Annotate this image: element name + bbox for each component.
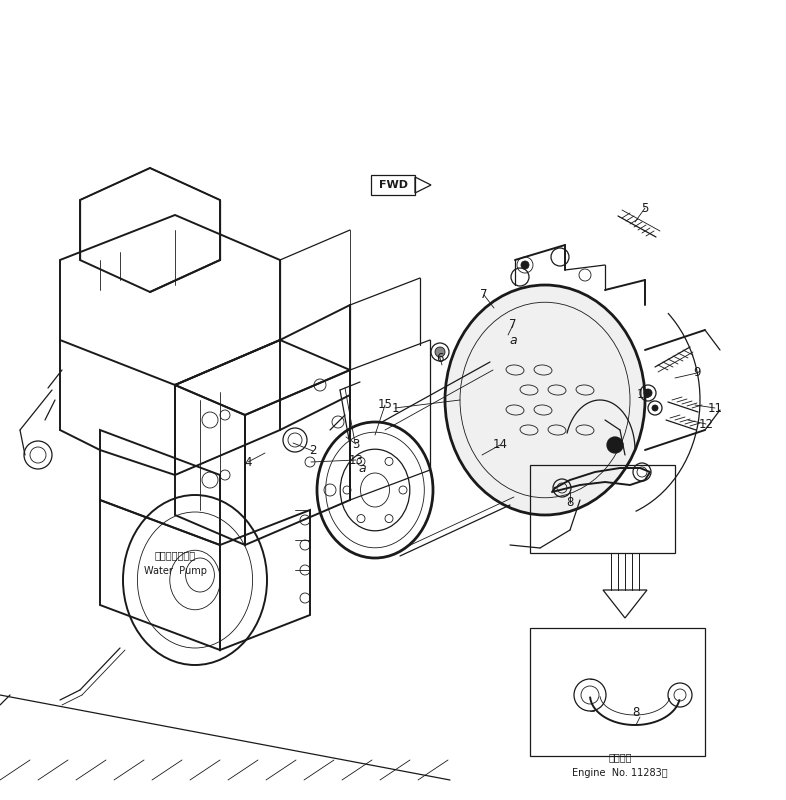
Text: 3: 3 bbox=[352, 438, 360, 450]
Text: 適用号等: 適用号等 bbox=[608, 752, 632, 762]
Ellipse shape bbox=[445, 285, 645, 515]
Bar bbox=[530, 465, 675, 553]
Text: 10: 10 bbox=[637, 387, 652, 401]
Text: a: a bbox=[358, 462, 365, 474]
Text: 5: 5 bbox=[641, 202, 648, 214]
Circle shape bbox=[652, 405, 658, 411]
Bar bbox=[530, 628, 705, 756]
Text: 7: 7 bbox=[480, 289, 488, 302]
Text: 12: 12 bbox=[699, 418, 714, 430]
Polygon shape bbox=[603, 590, 647, 618]
Circle shape bbox=[435, 347, 445, 357]
Text: Water  Pump: Water Pump bbox=[144, 566, 207, 576]
Text: FWD: FWD bbox=[379, 180, 407, 190]
Text: 4: 4 bbox=[244, 455, 252, 469]
Text: 1: 1 bbox=[391, 402, 399, 414]
Text: a: a bbox=[509, 334, 517, 346]
Text: 8: 8 bbox=[566, 497, 574, 510]
Text: 9: 9 bbox=[693, 366, 701, 379]
Text: 13: 13 bbox=[348, 454, 363, 466]
Text: 6: 6 bbox=[436, 351, 444, 365]
Text: 14: 14 bbox=[493, 438, 508, 451]
Text: 8: 8 bbox=[632, 706, 640, 719]
Text: 15: 15 bbox=[377, 398, 392, 411]
Text: ウォータポンプ: ウォータポンプ bbox=[154, 550, 196, 560]
Circle shape bbox=[521, 261, 529, 269]
Text: 11: 11 bbox=[707, 402, 722, 414]
Circle shape bbox=[644, 389, 652, 397]
Text: 2: 2 bbox=[309, 445, 317, 458]
Bar bbox=[371, 175, 415, 195]
Text: 7: 7 bbox=[509, 318, 516, 331]
Text: Engine  No. 11283～: Engine No. 11283～ bbox=[572, 768, 668, 778]
Circle shape bbox=[607, 437, 623, 453]
